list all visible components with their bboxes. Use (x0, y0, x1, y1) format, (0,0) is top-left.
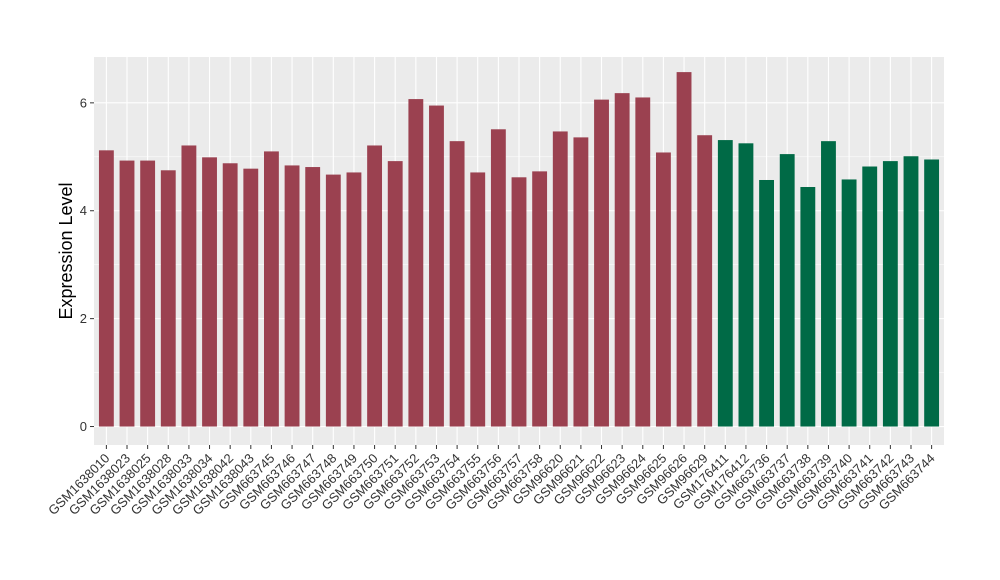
bar (738, 143, 754, 427)
bar (387, 161, 403, 427)
bar (202, 157, 217, 427)
bar (181, 145, 197, 427)
y-axis-title: Expression Level (56, 182, 76, 319)
bar (924, 159, 940, 427)
y-tick-label: 2 (80, 311, 87, 326)
bar (841, 179, 857, 427)
bar (903, 156, 919, 427)
bar (408, 99, 424, 427)
bar (243, 168, 259, 427)
bar (635, 97, 651, 427)
bar (264, 151, 279, 427)
bar (429, 105, 444, 427)
bar (594, 99, 609, 427)
bar (449, 141, 465, 427)
bar (882, 161, 898, 427)
bar (511, 177, 527, 427)
bar (346, 172, 362, 427)
bar (676, 72, 692, 427)
bar (800, 187, 816, 427)
bar (98, 150, 114, 427)
bar (614, 93, 630, 427)
y-tick-label: 6 (80, 95, 87, 110)
bar (284, 165, 300, 427)
bar (490, 129, 506, 427)
bar (717, 140, 733, 427)
bar (655, 152, 671, 427)
bar (222, 163, 238, 427)
y-tick-label: 0 (80, 419, 87, 434)
bar (697, 135, 713, 427)
y-axis: 0 2 4 6 (80, 95, 94, 434)
x-axis: GSM1638010GSM1638023GSM1638025GSM1638028… (45, 445, 938, 518)
bar (140, 160, 156, 427)
bar (119, 160, 135, 427)
y-tick-label: 4 (80, 203, 87, 218)
bar (325, 174, 341, 427)
bar (821, 141, 836, 427)
bar (160, 170, 176, 427)
bar (862, 166, 878, 427)
bar (305, 167, 321, 427)
bar (367, 145, 383, 427)
bar (779, 154, 795, 427)
bars (98, 72, 940, 427)
bar (573, 137, 589, 427)
bar (552, 131, 568, 427)
bar (759, 179, 774, 427)
bar (532, 171, 548, 427)
bar (470, 172, 486, 427)
